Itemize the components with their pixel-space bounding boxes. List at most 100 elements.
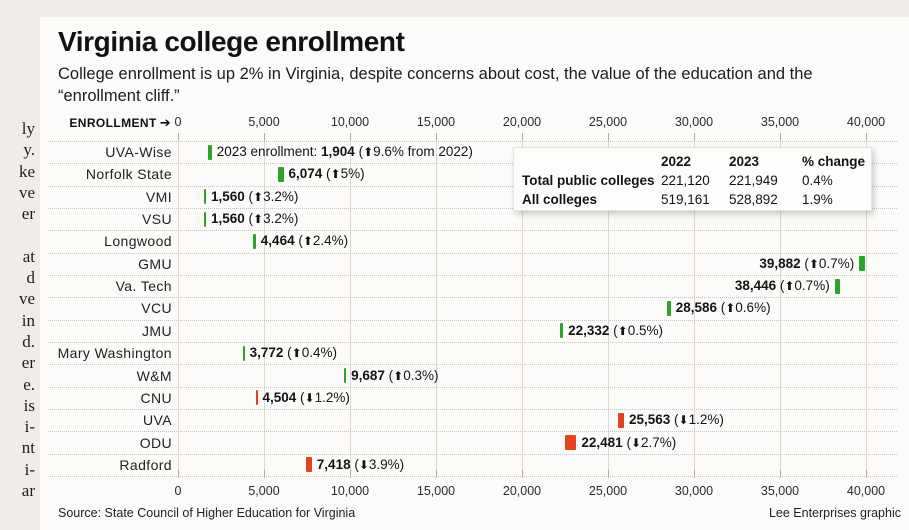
row-label-school: VMI	[145, 188, 172, 205]
summary-cell: 1.9%	[802, 192, 833, 207]
up-arrow-icon: ⬆	[617, 323, 628, 338]
percent-change: 1.2%)	[688, 412, 724, 428]
graphic-card: Virginia college enrollment College enro…	[40, 17, 909, 530]
source-note: Source: State Council of Higher Educatio…	[58, 506, 356, 520]
enrollment-value: 9,687	[351, 367, 385, 383]
summary-table-header: 2023	[729, 154, 760, 169]
summary-table-header: % change	[802, 154, 866, 169]
summary-row-label: Total public colleges	[522, 173, 655, 188]
x-tick-label-top: 0	[174, 115, 182, 129]
axis-tick-top	[866, 133, 867, 141]
x-tick-label-top: 35,000	[760, 115, 800, 129]
enrollment-change-marker	[666, 300, 671, 316]
grid-line	[694, 133, 695, 478]
value-label: 39,882 (⬆0.7%)	[759, 256, 854, 272]
summary-table: 2022 2023 % change Total public colleges 221…	[513, 147, 872, 211]
axis-tick-bottom	[178, 470, 179, 478]
row-separator	[48, 140, 897, 142]
row-label-school: Longwood	[104, 233, 172, 250]
open-paren: (	[716, 300, 726, 316]
enrollment-value: 1,560	[211, 211, 245, 227]
value-label: 6,074 (⬆5%)	[289, 166, 365, 182]
row-separator	[48, 453, 897, 455]
enrollment-change-marker	[834, 278, 841, 294]
percent-change: 3.2%)	[263, 188, 299, 204]
row-label-school: VCU	[141, 300, 172, 317]
open-paren: (	[350, 456, 359, 472]
summary-cell: 0.4%	[802, 173, 833, 188]
enrollment-value: 38,446	[734, 278, 777, 294]
x-tick-label-top: 5,000	[248, 115, 280, 129]
enrollment-value: 28,586	[675, 300, 717, 316]
axis-tick-top	[264, 133, 265, 141]
percent-change: 0.7%)	[818, 255, 855, 271]
value-label: 4,504 (⬇1.2%)	[263, 390, 350, 406]
grid-line	[350, 133, 351, 478]
row-separator	[48, 252, 897, 254]
row-separator	[48, 386, 897, 388]
x-tick-label-bottom: 15,000	[416, 484, 456, 498]
grid-line	[522, 133, 523, 478]
open-paren: (	[800, 255, 809, 271]
up-arrow-icon: ⬆	[808, 256, 819, 271]
row-label-school: UVA	[143, 412, 172, 429]
x-tick-label-bottom: 25,000	[588, 484, 628, 498]
x-tick-label-bottom: 0	[174, 484, 182, 498]
row-separator	[48, 342, 897, 343]
percent-change: 9.6% from 2022)	[373, 144, 473, 159]
summary-cell: 528,892	[729, 192, 778, 207]
up-arrow-icon: ⬆	[253, 189, 264, 204]
enrollment-change-marker	[560, 323, 564, 339]
enrollment-value: 22,332	[568, 322, 610, 338]
summary-row-label: All colleges	[522, 192, 598, 207]
row-label-school: VSU	[142, 211, 172, 228]
row-separator	[48, 409, 897, 410]
value-label: 25,563 (⬇1.2%)	[629, 412, 724, 428]
row-separator	[48, 319, 897, 321]
enrollment-value: 3,772	[249, 345, 284, 361]
enrollment-value: 1,904	[321, 144, 355, 159]
row-separator	[48, 230, 897, 232]
row-label-school: Mary Washington	[57, 345, 172, 362]
enrollment-value: 22,481	[581, 434, 623, 450]
x-tick-label-top: 20,000	[502, 115, 542, 129]
enrollment-value: 4,504	[262, 389, 297, 405]
percent-change: 0.7%)	[794, 278, 830, 294]
enrollment-value: 39,882	[759, 255, 801, 271]
percent-change: 2.7%)	[641, 434, 677, 450]
enrollment-change-marker	[207, 144, 212, 160]
percent-change: 2.4%)	[312, 233, 349, 249]
axis-tick-bottom	[264, 470, 265, 478]
percent-change: 5%)	[340, 166, 365, 182]
row-label-school: JMU	[142, 322, 172, 339]
axis-tick-bottom	[522, 470, 523, 478]
value-label: 1,560 (⬆3.2%)	[211, 211, 298, 227]
axis-tick-top	[436, 133, 437, 141]
percent-change: 0.3%)	[403, 367, 439, 383]
percent-change: 0.5%)	[627, 322, 663, 338]
value-label: 4,464 (⬆2.4%)	[261, 233, 348, 249]
value-label: 9,687 (⬆0.3%)	[351, 368, 438, 384]
page-title: Virginia college enrollment	[58, 26, 405, 57]
grid-line	[178, 133, 179, 478]
open-paren: (	[283, 345, 292, 361]
row-separator	[48, 274, 897, 276]
row-separator	[48, 431, 897, 433]
down-arrow-icon: ⬇	[358, 457, 369, 472]
row-label-school: CNU	[140, 389, 172, 406]
open-paren: (	[244, 211, 254, 227]
enrollment-value: 6,074	[288, 166, 323, 182]
x-tick-label-top: 10,000	[330, 115, 370, 129]
enrollment-change-marker	[617, 412, 624, 428]
right-arrow-icon: ➔	[159, 115, 171, 130]
row-separator	[48, 163, 897, 165]
value-label: 7,418 (⬇3.9%)	[317, 457, 404, 473]
percent-change: 3.9%)	[368, 456, 405, 472]
row-label-school: Radford	[119, 456, 172, 473]
x-tick-label-bottom: 40,000	[846, 484, 886, 498]
value-label: 2023 enrollment: 1,904 (⬆9.6% from 2022)	[217, 144, 473, 160]
row-label-school: Norfolk State	[85, 166, 172, 183]
up-arrow-icon: ⬆	[393, 368, 404, 383]
x-tick-label-top: 25,000	[588, 115, 628, 129]
